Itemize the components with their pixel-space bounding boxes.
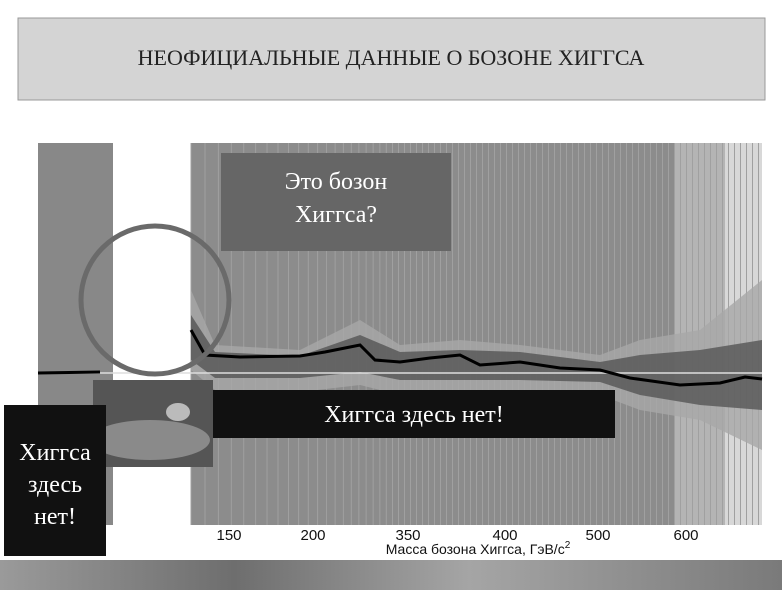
callout-text: Хиггса: [19, 440, 91, 466]
x-tick-label: 200: [300, 527, 325, 544]
x-tick-label: 150: [216, 527, 241, 544]
x-axis-label: Масса бозона Хиггса, ГэВ/с2: [386, 540, 571, 557]
callout-box: [221, 153, 451, 251]
callout-box: [213, 390, 615, 438]
callout-text: Хиггса здесь нет!: [324, 402, 504, 428]
photo-creature: [166, 403, 190, 421]
bottom-strip: [0, 560, 782, 590]
callout-text: здесь: [28, 472, 82, 498]
callout-box: [4, 405, 106, 556]
x-axis-label-sup: 2: [565, 540, 571, 551]
x-tick-label: 350: [395, 527, 420, 544]
photo-sand: [90, 420, 210, 460]
x-tick-label: 400: [492, 527, 517, 544]
callout-text: нет!: [34, 504, 76, 530]
title-box: [17, 17, 766, 101]
x-axis-label-text: Масса бозона Хиггса, ГэВ/с: [386, 541, 565, 557]
x-tick-label: 600: [673, 527, 698, 544]
observed-line: [37, 329, 763, 387]
x-tick-label: 500: [585, 527, 610, 544]
slide-title: НЕОФИЦИАЛЬНЫЕ ДАННЫЕ О БОЗОНЕ ХИГГСА: [138, 45, 645, 70]
highlight-circle: [78, 223, 232, 377]
x-ticks: 150 200 350 400 500 600: [216, 527, 698, 544]
callout-text: Это бозон: [285, 169, 388, 195]
callout-text: Хиггса?: [295, 202, 377, 228]
